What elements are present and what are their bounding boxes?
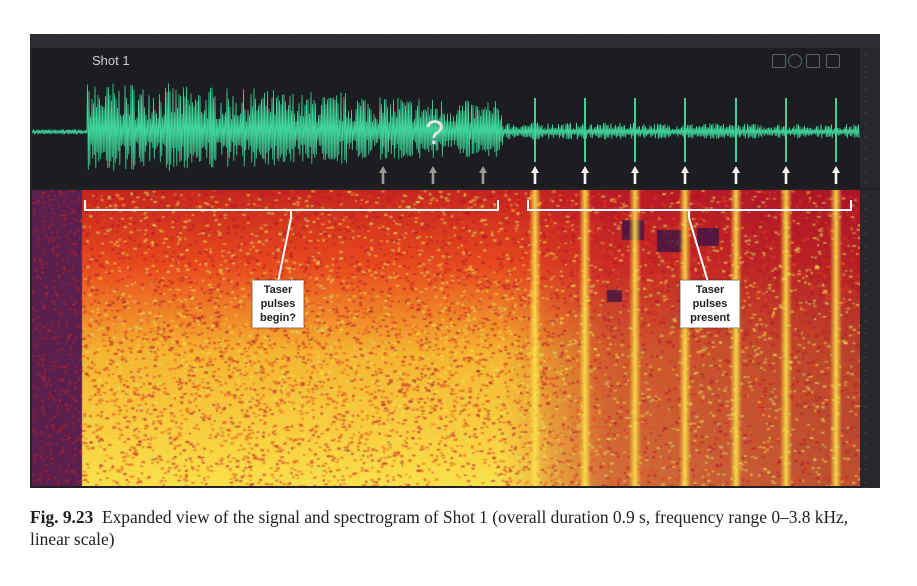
spectrogram-panel: Taser pulses begin? Taser pulses present [32,190,860,486]
scale-tick: – [864,87,866,92]
scale-tick: – [864,75,866,81]
arrow-icon [782,166,790,184]
ruler-tick: · [812,37,814,42]
waveform-panel: Shot 1 ? [32,48,860,188]
scale-tick: – [864,218,866,224]
arrow-icon [581,166,589,184]
caption-text: Expanded view of the signal and spectrog… [30,507,849,549]
waveform-plot [32,83,860,184]
scale-tick: – [864,268,866,274]
arrow-icon [379,166,387,184]
bracket-left [84,200,499,218]
scale-tick: – [864,133,866,139]
ruler-tick: · [342,37,344,42]
caption-label: Fig. 9.23 [30,507,94,527]
scale-tick: – [864,479,866,485]
scale-tick: – [864,63,866,69]
scale-tick: – [864,98,866,104]
amplitude-scale: – – – – – – – – – – – – [860,48,880,188]
scale-tick: – [864,180,866,186]
scale-tick: – [864,168,866,174]
arrow-icon [531,166,539,184]
zoom-icon[interactable] [772,54,786,68]
frequency-scale: – – – – – – – – – – – – – – – – – – – – – – – – [860,190,880,488]
arrow-icon [681,166,689,184]
ruler-tick: · [201,37,203,42]
scale-tick: – [864,429,866,435]
arrow-icon [479,166,487,184]
scale-tick: – [864,52,866,57]
time-ruler: · · · · · · · · · · · · · · · · · [30,34,880,48]
scale-tick: – [864,145,866,151]
scale-tick: – [864,392,866,398]
ruler-tick: · [718,37,720,42]
scale-tick: – [864,243,866,249]
scale-tick: – [864,343,866,348]
ruler-tick: · [389,37,391,42]
arrow-icon [429,166,437,184]
ruler-tick: · [60,37,62,42]
scale-tick: – [864,355,866,361]
pointer-left [277,217,292,283]
figure-caption: Fig. 9.23 Expanded view of the signal an… [30,506,890,550]
callout-pulses-begin: Taser pulses begin? [252,280,304,328]
scale-tick: – [864,380,866,386]
ruler-tick: · [765,37,767,42]
scale-tick: – [864,293,866,299]
ruler-tick: · [577,37,579,42]
expand-icon[interactable] [826,54,840,68]
loop-icon[interactable] [788,54,802,68]
scale-tick: – [864,330,866,336]
ruler-tick: · [530,37,532,42]
ruler-tick: · [107,37,109,42]
scale-tick: – [864,442,866,448]
arrow-icon [832,166,840,184]
scale-tick: – [864,256,866,262]
scale-tick: – [864,280,866,286]
arrow-icon [631,166,639,184]
scale-tick: – [864,231,866,237]
question-mark: ? [425,114,444,152]
bracket-right [527,200,852,218]
ruler-tick: · [483,37,485,42]
scale-tick: – [864,157,866,162]
shot-label: Shot 1 [92,53,130,68]
callout-pulses-present: Taser pulses present [680,280,740,328]
scale-tick: – [864,122,866,127]
scale-tick: – [864,206,866,212]
settings-icon[interactable] [806,54,820,68]
scale-tick: – [864,194,866,199]
scale-tick: – [864,417,866,423]
ruler-tick: · [624,37,626,42]
figure: · · · · · · · · · · · · · · · · · Shot 1 ? – – – – – – – – – – – – … [30,34,880,488]
waveform-toolbar [770,54,850,68]
ruler-tick: · [154,37,156,42]
ruler-tick: · [671,37,673,42]
scale-tick: – [864,454,866,460]
scale-tick: – [864,405,866,411]
arrow-icon [732,166,740,184]
ruler-tick: · [295,37,297,42]
ruler-tick: · [436,37,438,42]
scale-tick: – [864,467,866,473]
scale-tick: – [864,367,866,373]
scale-tick: – [864,318,866,324]
scale-tick: – [864,110,866,116]
scale-tick: – [864,305,866,311]
pointer-right [688,217,709,283]
spectrogram-image [32,190,860,486]
spectrogram-annotations [84,200,852,283]
ruler-tick: · [248,37,250,42]
